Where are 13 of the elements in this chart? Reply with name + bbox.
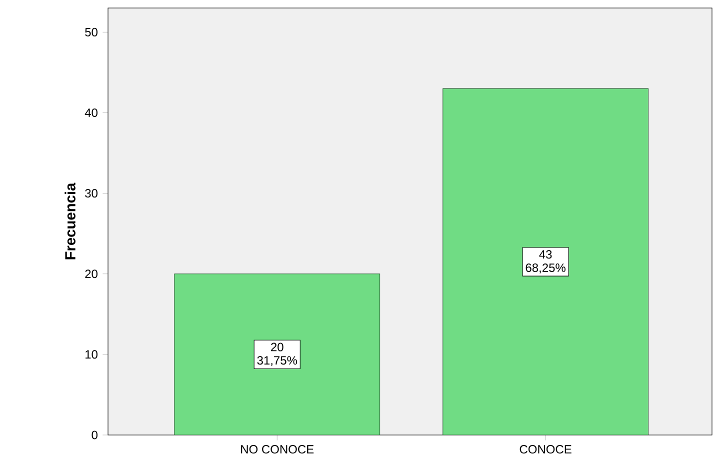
y-tick-label: 30 [85, 189, 98, 198]
y-tick-label: 20 [85, 270, 98, 278]
annotation: 68,25% [526, 263, 566, 274]
data-label: 43 [539, 250, 552, 259]
y-tick-label: 50 [85, 28, 98, 36]
annotation: 31,75% [257, 356, 298, 366]
x-tick-label: CONOCE [520, 445, 572, 454]
y-axis-title: Frecuencia [64, 182, 76, 260]
y-tick-label: 0 [92, 430, 98, 440]
y-tick-label: 40 [84, 108, 98, 117]
data-label: 20 [271, 342, 284, 352]
y-tick-label: 10 [86, 350, 98, 359]
x-tick-label: NO CONOCE [241, 445, 314, 454]
